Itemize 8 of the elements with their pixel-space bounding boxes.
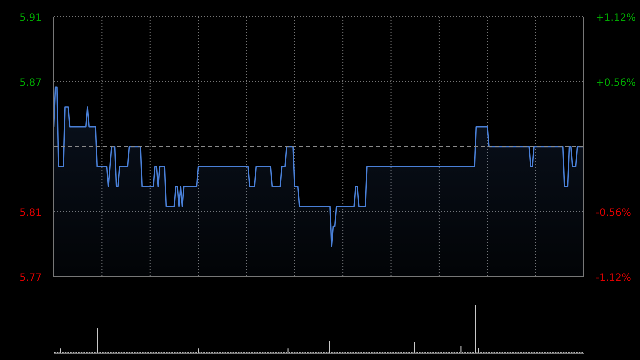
y2-tick-label: -0.56%	[596, 208, 632, 219]
y2-tick-label: +1.12%	[596, 13, 636, 24]
y-tick-label: 5.81	[20, 208, 42, 219]
y-tick-label: 5.91	[20, 13, 42, 24]
y-tick-label: 5.87	[20, 78, 42, 89]
y-tick-label: 5.77	[20, 273, 42, 284]
y2-tick-label: -1.12%	[596, 273, 632, 284]
y2-tick-label: +0.56%	[596, 78, 636, 89]
